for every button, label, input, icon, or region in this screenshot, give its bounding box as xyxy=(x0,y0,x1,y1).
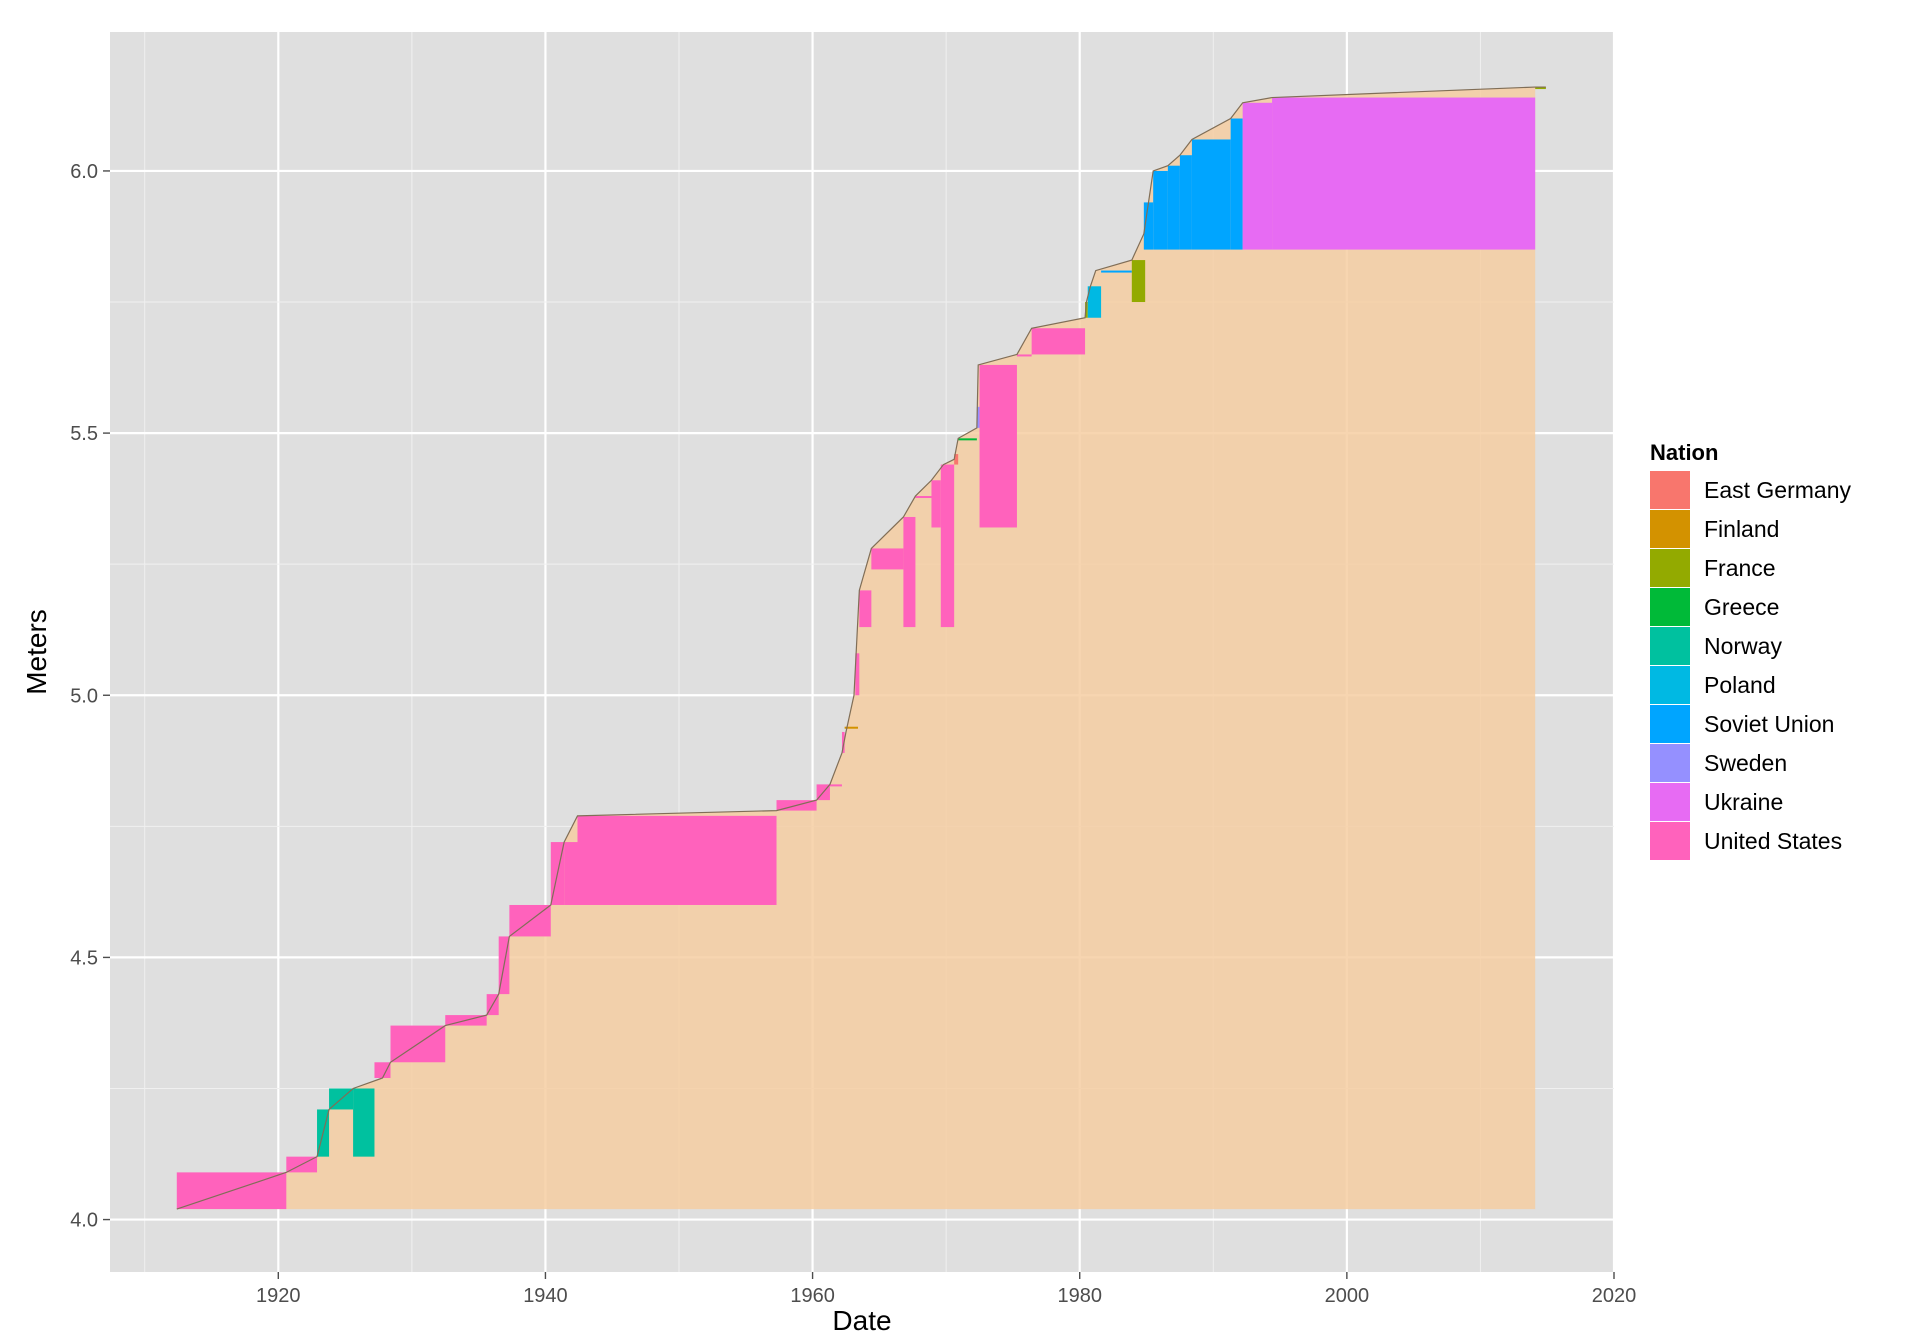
y-tick-label: 4.5 xyxy=(70,947,98,969)
legend-label: Finland xyxy=(1704,516,1779,542)
x-tick-label: 2020 xyxy=(1592,1285,1637,1307)
record-bar xyxy=(954,454,959,465)
legend: Nation East Germany Finland France Greece No… xyxy=(1650,440,1851,860)
record-bar xyxy=(859,590,872,628)
record-bar xyxy=(855,653,860,696)
legend-swatch xyxy=(1650,549,1690,587)
x-tick-label: 1960 xyxy=(790,1285,835,1307)
record-bar xyxy=(577,815,777,905)
record-bar xyxy=(841,731,845,753)
y-tick-label: 5.0 xyxy=(70,685,98,707)
legend-swatch xyxy=(1650,744,1690,782)
record-progression-line xyxy=(176,86,1546,1210)
record-bar xyxy=(1085,302,1088,318)
legend-label: Sweden xyxy=(1704,750,1787,776)
record-bar xyxy=(1191,139,1231,250)
record-bar xyxy=(1230,118,1243,250)
legend-label: Ukraine xyxy=(1704,789,1783,815)
x-tick-label: 2000 xyxy=(1325,1285,1370,1307)
record-bar xyxy=(958,438,977,441)
record-bar xyxy=(931,480,941,528)
legend-label: United States xyxy=(1704,828,1842,854)
y-tick-label: 4.0 xyxy=(70,1210,98,1232)
record-bar xyxy=(979,364,1017,528)
legend-swatch xyxy=(1650,627,1690,665)
legend-swatch xyxy=(1650,471,1690,509)
record-bar xyxy=(374,1062,391,1079)
record-bar xyxy=(844,726,858,729)
record-bars xyxy=(176,87,1546,1210)
record-bar xyxy=(871,548,904,570)
x-axis-title: Date xyxy=(832,1305,891,1336)
legend-label: Norway xyxy=(1704,633,1782,659)
y-tick-label: 5.5 xyxy=(70,423,98,445)
record-bar xyxy=(353,1088,375,1157)
record-outline xyxy=(176,86,1546,1210)
record-bar xyxy=(976,406,980,428)
x-tick-label: 1920 xyxy=(256,1285,301,1307)
record-bar xyxy=(1153,170,1168,250)
legend-title: Nation xyxy=(1650,440,1718,465)
legend-swatch xyxy=(1650,822,1690,860)
legend-label: Soviet Union xyxy=(1704,711,1834,737)
record-bar xyxy=(1087,286,1102,318)
legend-swatch xyxy=(1650,705,1690,743)
y-axis-title: Meters xyxy=(21,609,52,695)
legend-swatch xyxy=(1650,510,1690,548)
record-bar xyxy=(1143,202,1154,250)
legend-label: Greece xyxy=(1704,594,1779,620)
record-bar xyxy=(1131,260,1146,303)
record-bar xyxy=(1031,328,1086,355)
legend-label: France xyxy=(1704,555,1776,581)
record-bar xyxy=(1016,354,1032,357)
record-bar xyxy=(1242,102,1273,250)
record-bar xyxy=(915,496,932,499)
x-tick-label: 1940 xyxy=(523,1285,568,1307)
record-area-fill xyxy=(176,87,1536,1210)
record-bar xyxy=(564,842,578,905)
legend-swatch xyxy=(1650,666,1690,704)
record-bar xyxy=(940,464,955,628)
y-tick-label: 6.0 xyxy=(70,161,98,183)
legend-label: Poland xyxy=(1704,672,1776,698)
record-bar xyxy=(1535,87,1546,90)
x-tick-label: 1980 xyxy=(1057,1285,1102,1307)
legend-label: East Germany xyxy=(1704,477,1851,503)
record-bar xyxy=(829,784,842,787)
record-bar xyxy=(1101,270,1132,273)
record-area xyxy=(176,87,1536,1210)
record-bar xyxy=(1167,165,1180,250)
record-bar xyxy=(903,516,916,628)
legend-swatch xyxy=(1650,588,1690,626)
legend-swatch xyxy=(1650,783,1690,821)
record-bar xyxy=(1179,155,1192,250)
record-bar xyxy=(1272,97,1536,250)
axes: 1920 1940 1960 1980 2000 2020 4.0 4.5 5.0 5.5 6.0 xyxy=(70,161,1636,1307)
